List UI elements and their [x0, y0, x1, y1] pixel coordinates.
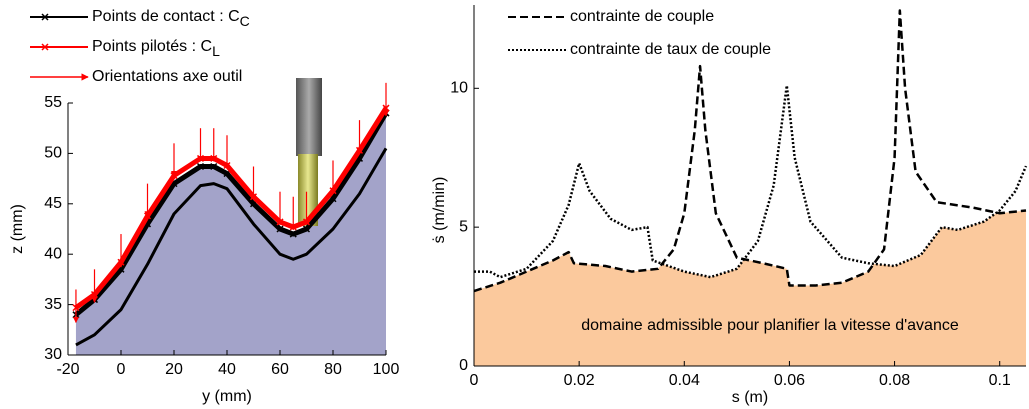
series-line: [474, 84, 1028, 279]
legend-label: Orientations axe outil: [92, 68, 242, 85]
series-line: [75, 147, 388, 347]
legend-entry: contrainte de taux de couple: [508, 41, 771, 58]
point-marker: [289, 230, 297, 238]
feasible-region: [474, 210, 1026, 366]
x-axis-label: y (mm): [202, 388, 252, 405]
point-marker: [302, 225, 311, 233]
legend-name: Points pilotés : C: [92, 38, 212, 55]
x-tick-label: 0.04: [669, 372, 700, 389]
legend-subscript: C: [240, 13, 250, 29]
y-tick-label: 0: [459, 357, 468, 374]
point-marker: [276, 225, 284, 233]
y-tick-label: 30: [44, 346, 62, 363]
legend-entry: Orientations axe outil: [30, 68, 242, 85]
surface-fill: [75, 113, 386, 355]
legend-entry: contrainte de couple: [508, 8, 714, 25]
x-tick-label: 40: [218, 361, 236, 378]
point-marker: [210, 162, 218, 171]
legend-entry: Points de contact : CC: [30, 8, 250, 29]
x-tick-label: 80: [324, 361, 342, 378]
y-tick-label: 40: [44, 245, 62, 262]
y-axis-label: z (mm): [9, 204, 26, 254]
x-tick-label: 0.06: [774, 372, 805, 389]
tool-holder: [296, 78, 322, 156]
y-axis-label: ṡ (m/min): [431, 177, 448, 244]
x-tick-label: 0: [117, 361, 126, 378]
y-tick-label: 10: [450, 80, 468, 97]
legend-subscript: L: [212, 43, 220, 59]
legend-name: contrainte de couple: [570, 8, 714, 25]
point-marker: [196, 162, 205, 171]
legend-label: contrainte de taux de couple: [570, 41, 771, 58]
y-tick-label: 50: [44, 145, 62, 162]
x-tick-label: 0.02: [564, 372, 595, 389]
x-tick-label: 0.1: [989, 372, 1011, 389]
tool-drawing: [296, 78, 322, 226]
y-tick-label: 55: [44, 94, 62, 111]
y-tick-label: 5: [459, 218, 468, 235]
legend-entry: Points pilotés : CL: [30, 38, 220, 59]
point-marker: [41, 43, 49, 51]
y-tick-label: 35: [44, 296, 62, 313]
point-marker: [41, 13, 49, 21]
legend-name: contrainte de taux de couple: [570, 41, 771, 58]
x-tick-label: 100: [373, 361, 400, 378]
y-tick-label: 45: [44, 195, 62, 212]
legend-label: Points de contact : CC: [92, 8, 250, 28]
legend-label: contrainte de couple: [570, 8, 714, 25]
x-tick-label: 0: [470, 372, 479, 389]
x-tick-label: 20: [165, 361, 183, 378]
legend-name: Points de contact : C: [92, 8, 240, 25]
tool-cutter: [298, 154, 318, 226]
x-axis-label: s (m): [732, 389, 768, 406]
series-line: [473, 9, 1027, 293]
legend-name: Orientations axe outil: [92, 68, 242, 85]
legend-label: Points pilotés : CL: [92, 38, 220, 58]
x-tick-label: 60: [271, 361, 289, 378]
x-tick-label: -20: [56, 361, 79, 378]
annotation: domaine admissible pour planifier la vit…: [581, 317, 959, 334]
x-tick-label: 0.08: [879, 372, 910, 389]
